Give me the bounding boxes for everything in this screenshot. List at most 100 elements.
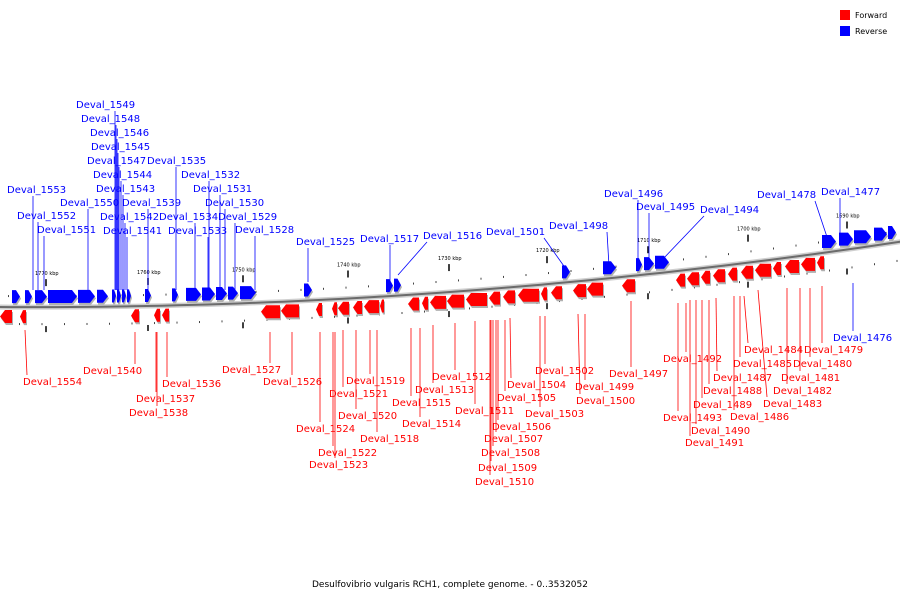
reverse-gene-arrow[interactable] <box>822 235 837 251</box>
forward-gene-arrow[interactable] <box>773 261 782 277</box>
reverse-gene-arrow[interactable] <box>12 290 21 306</box>
forward-gene-arrow[interactable] <box>261 305 281 321</box>
gene-label-deval-1476[interactable]: Deval_1476 <box>833 333 892 344</box>
gene-label-deval-1497[interactable]: Deval_1497 <box>609 369 668 380</box>
gene-label-deval-1477[interactable]: Deval_1477 <box>821 187 880 198</box>
gene-label-deval-1514[interactable]: Deval_1514 <box>402 419 461 430</box>
forward-gene-arrow[interactable] <box>622 279 636 295</box>
forward-gene-arrow[interactable] <box>801 257 816 273</box>
gene-label-deval-1509[interactable]: Deval_1509 <box>478 463 537 474</box>
reverse-gene-arrow[interactable] <box>122 289 127 305</box>
gene-label-deval-1483[interactable]: Deval_1483 <box>763 399 822 410</box>
gene-label-deval-1499[interactable]: Deval_1499 <box>575 382 634 393</box>
reverse-gene-arrow[interactable] <box>127 289 132 305</box>
forward-gene-arrow[interactable] <box>551 286 563 302</box>
gene-label-deval-1519[interactable]: Deval_1519 <box>346 376 405 387</box>
forward-gene-arrow[interactable] <box>408 297 420 313</box>
gene-label-deval-1546[interactable]: Deval_1546 <box>90 128 149 139</box>
gene-label-deval-1541[interactable]: Deval_1541 <box>103 226 162 237</box>
gene-label-deval-1516[interactable]: Deval_1516 <box>423 231 482 242</box>
gene-label-deval-1489[interactable]: Deval_1489 <box>693 400 752 411</box>
forward-gene-arrow[interactable] <box>741 265 754 281</box>
gene-label-deval-1486[interactable]: Deval_1486 <box>730 412 789 423</box>
gene-label-deval-1505[interactable]: Deval_1505 <box>497 393 556 404</box>
forward-gene-arrow[interactable] <box>154 308 161 324</box>
forward-gene-arrow[interactable] <box>430 295 447 311</box>
gene-label-deval-1527[interactable]: Deval_1527 <box>222 365 281 376</box>
forward-gene-arrow[interactable] <box>701 270 711 286</box>
gene-label-deval-1515[interactable]: Deval_1515 <box>392 398 451 409</box>
gene-label-deval-1508[interactable]: Deval_1508 <box>481 448 540 459</box>
gene-label-deval-1526[interactable]: Deval_1526 <box>263 377 322 388</box>
reverse-gene-arrow[interactable] <box>304 283 313 299</box>
gene-label-deval-1522[interactable]: Deval_1522 <box>318 448 377 459</box>
gene-label-deval-1495[interactable]: Deval_1495 <box>636 202 695 213</box>
gene-label-deval-1540[interactable]: Deval_1540 <box>83 366 142 377</box>
forward-gene-arrow[interactable] <box>162 308 170 324</box>
forward-gene-arrow[interactable] <box>332 302 338 318</box>
gene-label-deval-1523[interactable]: Deval_1523 <box>309 460 368 471</box>
gene-label-deval-1490[interactable]: Deval_1490 <box>691 426 750 437</box>
reverse-gene-arrow[interactable] <box>145 288 152 304</box>
gene-label-deval-1487[interactable]: Deval_1487 <box>713 373 772 384</box>
gene-label-deval-1491[interactable]: Deval_1491 <box>685 438 744 449</box>
gene-label-deval-1485[interactable]: Deval_1485 <box>733 359 792 370</box>
reverse-gene-arrow[interactable] <box>603 261 617 277</box>
reverse-gene-arrow[interactable] <box>78 289 96 305</box>
forward-gene-arrow[interactable] <box>573 284 587 300</box>
gene-label-deval-1549[interactable]: Deval_1549 <box>76 100 135 111</box>
reverse-gene-arrow[interactable] <box>35 290 48 306</box>
gene-label-deval-1506[interactable]: Deval_1506 <box>492 422 551 433</box>
forward-gene-arrow[interactable] <box>713 269 726 285</box>
gene-label-deval-1538[interactable]: Deval_1538 <box>129 408 188 419</box>
forward-gene-arrow[interactable] <box>131 309 140 325</box>
forward-gene-arrow[interactable] <box>353 300 363 316</box>
forward-gene-arrow[interactable] <box>447 294 465 310</box>
gene-label-deval-1536[interactable]: Deval_1536 <box>162 379 221 390</box>
gene-label-deval-1544[interactable]: Deval_1544 <box>93 170 152 181</box>
gene-label-deval-1539[interactable]: Deval_1539 <box>122 198 181 209</box>
reverse-gene-arrow[interactable] <box>228 286 239 302</box>
forward-gene-arrow[interactable] <box>817 256 825 272</box>
forward-gene-arrow[interactable] <box>785 260 800 276</box>
forward-gene-arrow[interactable] <box>687 272 700 288</box>
gene-label-deval-1543[interactable]: Deval_1543 <box>96 184 155 195</box>
gene-label-deval-1534[interactable]: Deval_1534 <box>159 212 218 223</box>
forward-gene-arrow[interactable] <box>338 301 350 317</box>
gene-label-deval-1482[interactable]: Deval_1482 <box>773 386 832 397</box>
gene-label-deval-1525[interactable]: Deval_1525 <box>296 237 355 248</box>
gene-label-deval-1533[interactable]: Deval_1533 <box>168 226 227 237</box>
gene-label-deval-1550[interactable]: Deval_1550 <box>60 198 119 209</box>
gene-label-deval-1531[interactable]: Deval_1531 <box>193 184 252 195</box>
gene-label-deval-1524[interactable]: Deval_1524 <box>296 424 355 435</box>
gene-label-deval-1500[interactable]: Deval_1500 <box>576 396 635 407</box>
gene-label-deval-1494[interactable]: Deval_1494 <box>700 205 759 216</box>
gene-label-deval-1496[interactable]: Deval_1496 <box>604 189 663 200</box>
gene-label-deval-1535[interactable]: Deval_1535 <box>147 156 206 167</box>
gene-label-deval-1479[interactable]: Deval_1479 <box>804 345 863 356</box>
gene-label-deval-1551[interactable]: Deval_1551 <box>37 225 96 236</box>
forward-gene-arrow[interactable] <box>755 263 772 279</box>
forward-gene-arrow[interactable] <box>20 310 27 326</box>
forward-gene-arrow[interactable] <box>466 293 488 309</box>
gene-label-deval-1503[interactable]: Deval_1503 <box>525 409 584 420</box>
reverse-gene-arrow[interactable] <box>888 225 897 241</box>
reverse-gene-arrow[interactable] <box>386 279 394 295</box>
gene-label-deval-1510[interactable]: Deval_1510 <box>475 477 534 488</box>
forward-gene-arrow[interactable] <box>587 282 604 298</box>
reverse-gene-arrow[interactable] <box>644 257 655 273</box>
gene-label-deval-1512[interactable]: Deval_1512 <box>432 372 491 383</box>
gene-label-deval-1517[interactable]: Deval_1517 <box>360 234 419 245</box>
reverse-gene-arrow[interactable] <box>874 227 888 243</box>
reverse-gene-arrow[interactable] <box>216 287 228 303</box>
forward-gene-arrow[interactable] <box>489 291 501 307</box>
gene-label-deval-1530[interactable]: Deval_1530 <box>205 198 264 209</box>
gene-label-deval-1548[interactable]: Deval_1548 <box>81 114 140 125</box>
forward-gene-arrow[interactable] <box>316 303 323 319</box>
gene-label-deval-1547[interactable]: Deval_1547 <box>87 156 146 167</box>
gene-label-deval-1520[interactable]: Deval_1520 <box>338 411 397 422</box>
gene-label-deval-1488[interactable]: Deval_1488 <box>703 386 762 397</box>
reverse-gene-arrow[interactable] <box>48 290 78 306</box>
forward-gene-arrow[interactable] <box>281 304 300 320</box>
gene-label-deval-1507[interactable]: Deval_1507 <box>484 434 543 445</box>
